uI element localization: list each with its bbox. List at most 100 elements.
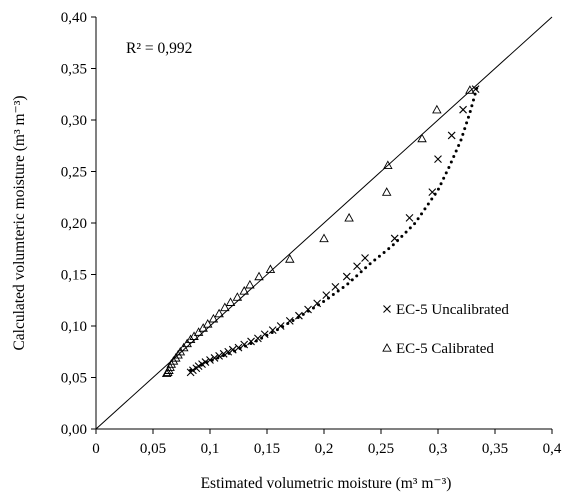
triangle-marker-point [245, 279, 255, 289]
x-tick-label: 0,1 [201, 441, 220, 457]
x-marker-point [342, 272, 351, 281]
x-marker-point [276, 322, 285, 330]
triangle-marker-point [381, 187, 392, 196]
triangle-marker-point [164, 365, 174, 374]
x-marker-point [304, 305, 312, 314]
x-marker-point [428, 188, 437, 196]
x-marker-point [210, 354, 219, 362]
triangle-marker-point [168, 356, 179, 365]
triangle-marker-point [208, 313, 219, 323]
x-tick-label: 0,05 [140, 441, 166, 457]
triangle-marker-point [465, 85, 475, 94]
triangle-marker-point [344, 212, 354, 222]
x-tick-label: 0,25 [368, 441, 394, 457]
x-marker-point [405, 213, 414, 222]
y-axis-title: Calculated volumteric moisture (m³ m⁻³) [11, 95, 28, 350]
triangle-marker-point [383, 160, 393, 169]
x-marker-point [215, 351, 224, 360]
x-marker-point [313, 299, 322, 308]
triangle-marker-point [214, 308, 224, 318]
axes: 0 0,05 0,1 0,15 0,2 0,25 0,3 0,35 0,4 0,00 0,05 0,… [61, 10, 562, 457]
triangle-marker-point [175, 346, 186, 356]
x-marker-point [331, 282, 340, 291]
y-tick-label: 0,05 [61, 371, 87, 387]
x-marker-point [459, 105, 467, 114]
x-marker-point [228, 345, 237, 354]
series-layer [161, 85, 480, 378]
triangle-marker-point [202, 319, 213, 328]
trend-curve [189, 86, 479, 372]
x-marker-point [447, 131, 456, 140]
legend-triangle-marker-icon [382, 343, 392, 352]
x-marker-point [189, 366, 197, 375]
triangle-marker-point [239, 286, 249, 295]
x-marker-point [361, 254, 369, 262]
trend-curve-path [189, 86, 479, 372]
triangle-marker-point [417, 133, 427, 143]
x-tick-label: 0,15 [254, 441, 280, 457]
x-marker-point [206, 356, 214, 364]
y-tick-label: 0,30 [61, 113, 87, 129]
x-marker-point [253, 334, 262, 343]
one-to-one-reference-line [95, 16, 553, 430]
triangle-marker-point [161, 368, 172, 378]
legend-item-calibrated: EC-5 Calibrated [382, 341, 494, 357]
x-marker-point [201, 358, 210, 366]
x-marker-point [285, 316, 294, 325]
triangle-marker-point [265, 264, 276, 273]
x-marker-point [268, 326, 277, 335]
x-tick-label: 0,35 [482, 441, 508, 457]
series-calibrated [161, 85, 475, 378]
x-tick-label: 0,3 [429, 441, 448, 457]
triangle-marker-point [254, 271, 264, 281]
triangle-marker-point [182, 338, 192, 348]
x-axis-ticks: 0 0,05 0,1 0,15 0,2 0,25 0,3 0,35 0,4 [92, 429, 562, 457]
x-marker-point [295, 311, 303, 320]
y-tick-label: 0,20 [61, 216, 87, 232]
triangle-marker-point [220, 302, 230, 312]
x-marker-point [260, 330, 269, 339]
series-uncalibrated [186, 85, 480, 377]
triangle-marker-point [179, 342, 189, 352]
triangle-marker-point [232, 292, 243, 301]
y-tick-label: 0,35 [61, 62, 87, 78]
legend-label-calibrated: EC-5 Calibrated [396, 341, 494, 357]
y-tick-label: 0,40 [61, 10, 87, 26]
r-squared-annotation: R² = 0,992 [126, 40, 192, 57]
triangle-marker-point [198, 323, 208, 332]
x-tick-label: 0,2 [315, 441, 334, 457]
triangle-marker-point [189, 331, 199, 340]
x-marker-point [234, 343, 243, 352]
legend: EC-5 Uncalibrated EC-5 Calibrated [382, 302, 509, 357]
x-marker-point [390, 234, 399, 243]
x-marker-point [434, 155, 442, 164]
x-marker-point [353, 262, 361, 271]
triangle-marker-point [185, 334, 196, 344]
x-marker-point [322, 291, 331, 299]
triangle-marker-point [165, 362, 175, 371]
x-marker-point [224, 347, 233, 356]
y-tick-label: 0,15 [61, 268, 87, 284]
x-marker-point [240, 340, 249, 349]
y-tick-label: 0,10 [61, 319, 87, 335]
legend-x-marker-icon [383, 305, 391, 313]
x-marker-point [219, 349, 228, 358]
triangle-marker-point [193, 327, 204, 336]
x-marker-point [198, 360, 206, 368]
x-marker-point [194, 362, 203, 371]
x-axis-title: Estimated volumetric moisture (m³ m⁻³) [201, 475, 452, 492]
legend-item-uncalibrated: EC-5 Uncalibrated [383, 302, 509, 318]
triangle-marker-point [173, 349, 183, 359]
triangle-marker-point [285, 254, 295, 263]
y-tick-label: 0,25 [61, 165, 87, 181]
legend-label-uncalibrated: EC-5 Uncalibrated [396, 302, 509, 318]
triangle-marker-point [225, 297, 236, 306]
y-tick-label: 0,00 [61, 422, 87, 438]
x-tick-label: 0 [92, 441, 100, 457]
triangle-marker-point [166, 359, 177, 368]
x-tick-label: 0,4 [543, 441, 562, 457]
x-marker-point [247, 337, 255, 346]
triangle-marker-point [319, 233, 329, 243]
